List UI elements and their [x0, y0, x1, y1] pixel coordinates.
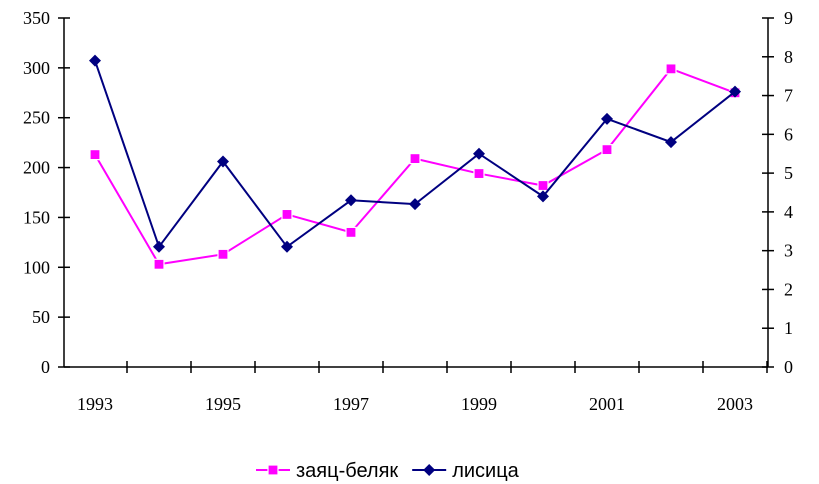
data-point	[346, 227, 356, 237]
legend: заяц-беляк лисица	[256, 460, 520, 482]
y-left-tick-label: 200	[23, 158, 50, 178]
y-left-tick-label: 100	[23, 257, 50, 277]
y-left-tick-label: 50	[32, 307, 50, 327]
legend-label: заяц-беляк	[296, 460, 398, 482]
x-tick-label: 2001	[589, 394, 625, 414]
data-point	[602, 145, 612, 155]
legend-swatch-marker	[268, 465, 278, 475]
x-tick-label: 1993	[77, 394, 113, 414]
y-right-tick-label: 3	[784, 241, 793, 261]
y-right-tick-label: 4	[784, 202, 793, 222]
y-right-tick-label: 2	[784, 279, 793, 299]
y-right-tick-label: 1	[784, 318, 793, 338]
x-tick-label: 1999	[461, 394, 497, 414]
series-layer	[89, 55, 741, 270]
data-point	[410, 154, 420, 164]
x-axis-ticks: 1993 1995 1997 1999 2001 2003	[77, 361, 767, 414]
x-tick-label: 2003	[717, 394, 753, 414]
series-line	[95, 69, 735, 264]
series-1	[90, 64, 740, 269]
y-left-tick-label: 150	[23, 207, 50, 227]
y-right-tick-label: 5	[784, 163, 793, 183]
y-left-tick-label: 0	[41, 357, 50, 377]
y-right-tick-label: 8	[784, 47, 793, 67]
y-left-axis-ticks: 0 50 100 150 200 250 300 350	[23, 8, 70, 377]
legend-item-2: лисица	[412, 460, 519, 482]
y-right-tick-label: 0	[784, 357, 793, 377]
y-left-tick-label: 300	[23, 58, 50, 78]
data-point	[89, 55, 101, 67]
y-left-tick-label: 350	[23, 8, 50, 28]
legend-swatch-marker	[423, 464, 435, 476]
y-right-tick-label: 6	[784, 124, 793, 144]
y-right-tick-label: 9	[784, 8, 793, 28]
x-tick-label: 1997	[333, 394, 369, 414]
data-point	[154, 259, 164, 269]
axes	[64, 18, 768, 367]
data-point	[218, 249, 228, 259]
y-right-tick-label: 7	[784, 86, 793, 106]
x-tick-label: 1995	[205, 394, 241, 414]
legend-label: лисица	[452, 460, 519, 482]
y-right-axis-ticks: 0 1 2 3 4 5 6 7 8 9	[762, 8, 793, 377]
data-point	[282, 209, 292, 219]
data-point	[474, 169, 484, 179]
data-point	[666, 64, 676, 74]
legend-item-1: заяц-беляк	[256, 460, 398, 482]
data-point	[90, 150, 100, 160]
y-left-tick-label: 250	[23, 108, 50, 128]
data-point	[538, 181, 548, 191]
